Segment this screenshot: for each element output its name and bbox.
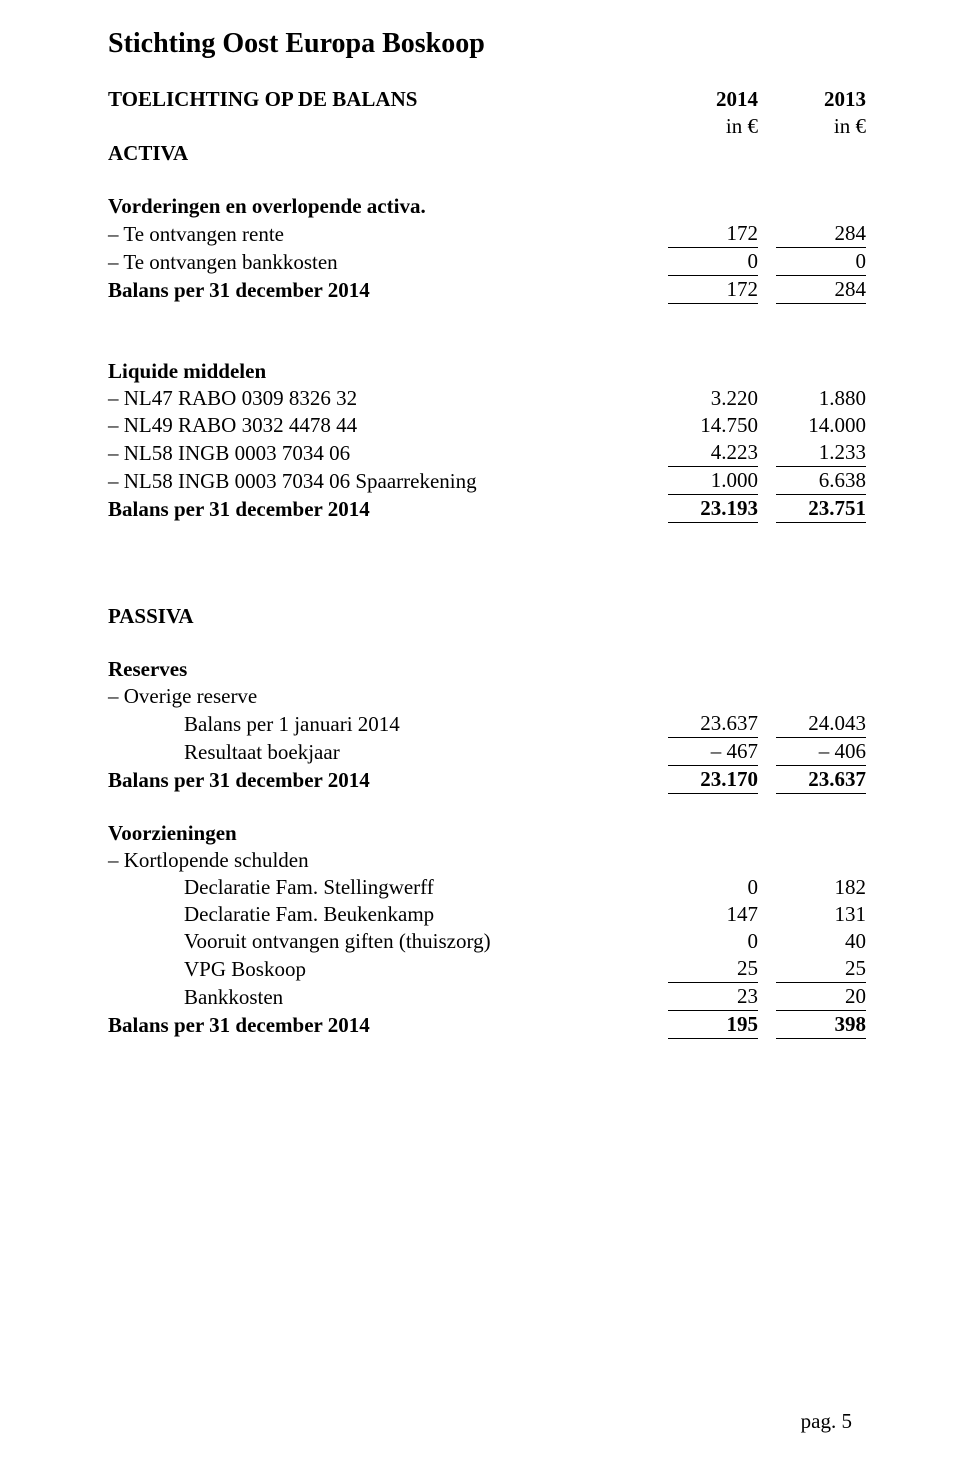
total-value-a: 23.170 [668, 766, 758, 794]
unit-row: in € in € [108, 113, 866, 140]
row-value-a: 25 [668, 955, 758, 983]
row-label: – NL47 RABO 0309 8326 32 [108, 385, 668, 412]
unit-b: in € [776, 113, 866, 140]
table-row: Bankkosten 23 20 [108, 983, 866, 1011]
row-value-a: 1.000 [668, 467, 758, 495]
row-value-b: 24.043 [776, 710, 866, 738]
page-number: pag. 5 [801, 1409, 852, 1434]
reserves-sub: – Overige reserve [108, 683, 668, 710]
voorz-title-row: Voorzieningen [108, 820, 866, 847]
liquide-title: Liquide middelen [108, 358, 668, 385]
table-row: – NL58 INGB 0003 7034 06 4.223 1.233 [108, 439, 866, 467]
table-row: VPG Boskoop 25 25 [108, 955, 866, 983]
table-row: Declaratie Fam. Stellingwerff 0 182 [108, 874, 866, 901]
table-header-row: TOELICHTING OP DE BALANS 2014 2013 [108, 86, 866, 113]
row-label: – NL58 INGB 0003 7034 06 Spaarrekening [108, 467, 668, 495]
row-label: – NL58 INGB 0003 7034 06 [108, 439, 668, 467]
passiva-label: PASSIVA [108, 603, 668, 630]
year-column-a: 2014 [668, 86, 758, 113]
row-label: – Te ontvangen bankkosten [108, 248, 668, 276]
row-value-a: 0 [668, 248, 758, 276]
row-label: Bankkosten [108, 983, 668, 1011]
row-value-b: 1.880 [776, 385, 866, 412]
table-row: – NL58 INGB 0003 7034 06 Spaarrekening 1… [108, 467, 866, 495]
row-value-b: 1.233 [776, 439, 866, 467]
row-value-b: 131 [776, 901, 866, 928]
total-value-a: 172 [668, 276, 758, 304]
total-label: Balans per 31 december 2014 [108, 276, 668, 304]
row-value-b: 14.000 [776, 412, 866, 439]
row-value-b: 40 [776, 928, 866, 955]
vorderingen-title: Vorderingen en overlopende activa. [108, 193, 668, 220]
total-value-b: 284 [776, 276, 866, 304]
activa-label: ACTIVA [108, 140, 668, 167]
row-value-b: 25 [776, 955, 866, 983]
financial-table: TOELICHTING OP DE BALANS 2014 2013 in € … [108, 86, 866, 1039]
row-value-a: 4.223 [668, 439, 758, 467]
row-value-a: 14.750 [668, 412, 758, 439]
unit-a: in € [668, 113, 758, 140]
row-label: Vooruit ontvangen giften (thuiszorg) [108, 928, 668, 955]
voorz-total-row: Balans per 31 december 2014 195 398 [108, 1011, 866, 1039]
row-label: Declaratie Fam. Stellingwerff [108, 874, 668, 901]
table-row: Resultaat boekjaar – 467 – 406 [108, 738, 866, 766]
activa-row: ACTIVA [108, 140, 866, 167]
row-value-b: 182 [776, 874, 866, 901]
page: Stichting Oost Europa Boskoop TOELICHTIN… [0, 0, 960, 1474]
row-value-a: – 467 [668, 738, 758, 766]
table-row: Vooruit ontvangen giften (thuiszorg) 0 4… [108, 928, 866, 955]
vorderingen-total-row: Balans per 31 december 2014 172 284 [108, 276, 866, 304]
row-value-b: 20 [776, 983, 866, 1011]
organization-title: Stichting Oost Europa Boskoop [108, 28, 852, 60]
row-value-b: 6.638 [776, 467, 866, 495]
vorderingen-title-row: Vorderingen en overlopende activa. [108, 193, 866, 220]
total-label: Balans per 31 december 2014 [108, 766, 668, 794]
row-label: Balans per 1 januari 2014 [108, 710, 668, 738]
row-value-a: 23.637 [668, 710, 758, 738]
reserves-sub-row: – Overige reserve [108, 683, 866, 710]
reserves-title-row: Reserves [108, 656, 866, 683]
voorz-sub-row: – Kortlopende schulden [108, 847, 866, 874]
row-value-b: – 406 [776, 738, 866, 766]
table-row: – NL47 RABO 0309 8326 32 3.220 1.880 [108, 385, 866, 412]
voorz-title: Voorzieningen [108, 820, 668, 847]
row-label: – NL49 RABO 3032 4478 44 [108, 412, 668, 439]
reserves-title: Reserves [108, 656, 668, 683]
table-row: Balans per 1 januari 2014 23.637 24.043 [108, 710, 866, 738]
row-label: Resultaat boekjaar [108, 738, 668, 766]
total-label: Balans per 31 december 2014 [108, 1011, 668, 1039]
row-label: – Te ontvangen rente [108, 220, 668, 248]
row-value-b: 0 [776, 248, 866, 276]
total-value-b: 398 [776, 1011, 866, 1039]
table-row: – Te ontvangen rente 172 284 [108, 220, 866, 248]
row-value-a: 0 [668, 874, 758, 901]
table-row: – NL49 RABO 3032 4478 44 14.750 14.000 [108, 412, 866, 439]
total-label: Balans per 31 december 2014 [108, 495, 668, 523]
table-row: Declaratie Fam. Beukenkamp 147 131 [108, 901, 866, 928]
row-value-a: 23 [668, 983, 758, 1011]
row-value-a: 0 [668, 928, 758, 955]
voorz-sub: – Kortlopende schulden [108, 847, 668, 874]
section-title: TOELICHTING OP DE BALANS [108, 86, 668, 113]
total-value-a: 195 [668, 1011, 758, 1039]
row-value-a: 3.220 [668, 385, 758, 412]
total-value-b: 23.751 [776, 495, 866, 523]
table-row: – Te ontvangen bankkosten 0 0 [108, 248, 866, 276]
reserves-total-row: Balans per 31 december 2014 23.170 23.63… [108, 766, 866, 794]
year-column-b: 2013 [776, 86, 866, 113]
row-label: Declaratie Fam. Beukenkamp [108, 901, 668, 928]
liquide-total-row: Balans per 31 december 2014 23.193 23.75… [108, 495, 866, 523]
row-value-a: 172 [668, 220, 758, 248]
row-label: VPG Boskoop [108, 955, 668, 983]
liquide-title-row: Liquide middelen [108, 358, 866, 385]
total-value-b: 23.637 [776, 766, 866, 794]
total-value-a: 23.193 [668, 495, 758, 523]
passiva-row: PASSIVA [108, 603, 866, 630]
row-value-a: 147 [668, 901, 758, 928]
row-value-b: 284 [776, 220, 866, 248]
